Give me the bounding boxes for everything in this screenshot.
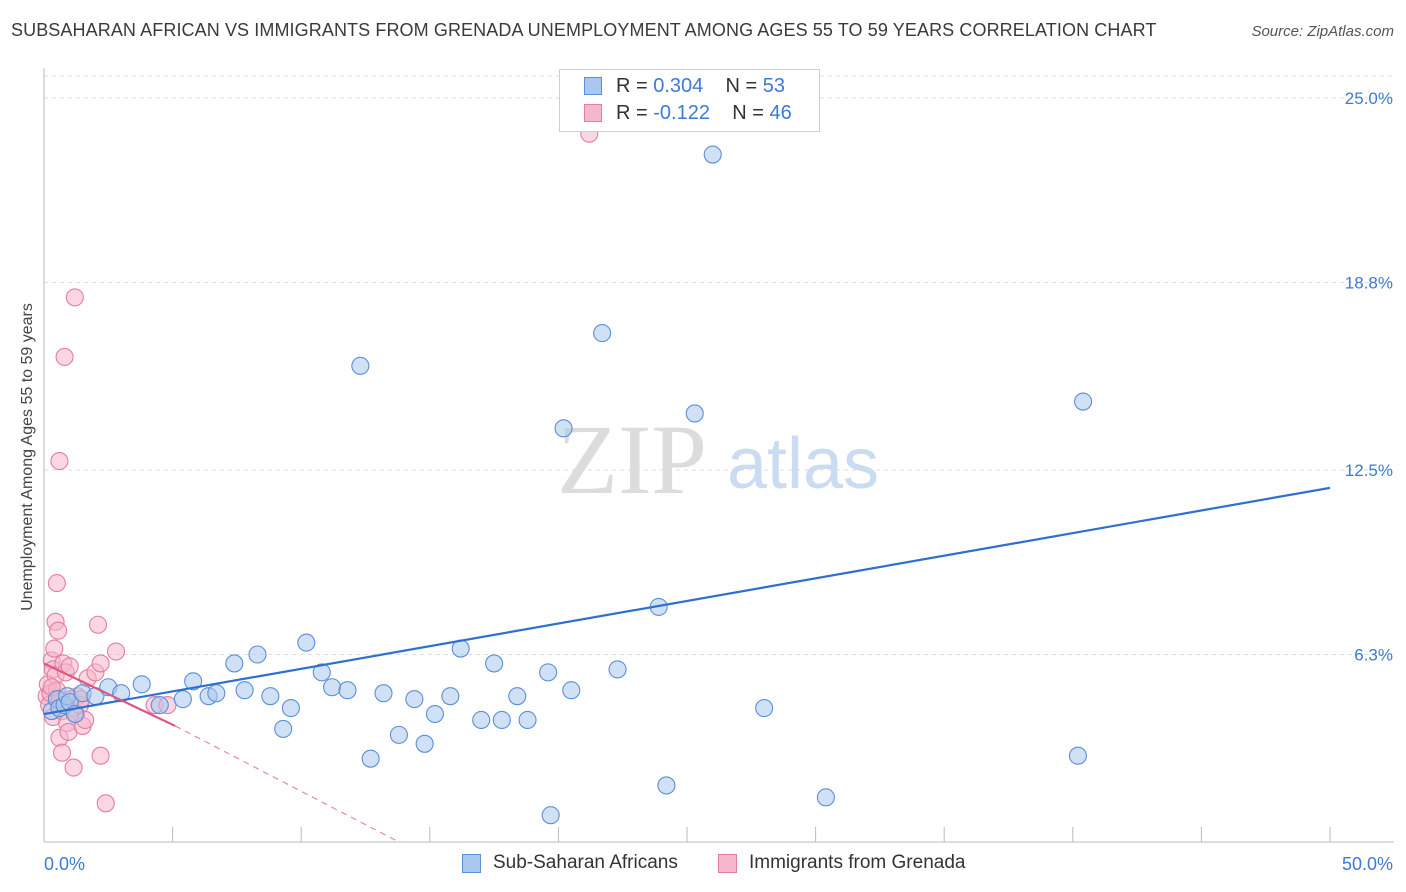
legend-n-value-pink: 46 [769,102,792,124]
trend-line-extension-pink [174,725,400,843]
point-immigrants-from-grenada [91,654,110,673]
point-immigrants-from-grenada [65,288,84,307]
point-sub-saharan-africans [248,645,267,664]
point-sub-saharan-africans [235,681,254,700]
point-immigrants-from-grenada [52,743,72,762]
point-sub-saharan-africans [1068,746,1087,765]
point-sub-saharan-africans [441,687,460,706]
legend-swatch-pink [584,104,602,122]
bottom-legend-swatch-pink [718,854,737,873]
legend-text-blue: R = 0.304 N = 53 [616,75,785,98]
point-sub-saharan-africans [415,734,434,753]
point-sub-saharan-africans [685,404,704,423]
bottom-legend-label-pink: Immigrants from Grenada [749,852,966,873]
legend-r-value-blue: 0.304 [653,75,704,97]
point-sub-saharan-africans [608,660,627,679]
point-sub-saharan-africans [173,690,192,709]
point-sub-saharan-africans [338,681,357,700]
point-immigrants-from-grenada [47,574,66,593]
point-sub-saharan-africans [518,710,537,730]
chart-source: Source: ZipAtlas.com [1251,23,1394,40]
point-sub-saharan-africans [485,654,504,673]
y-tick-label: 18.8% [1345,274,1393,293]
point-sub-saharan-africans [312,663,331,682]
legend-r-label: R = [616,75,648,97]
point-immigrants-from-grenada [91,746,110,765]
y-tick-label: 6.3% [1354,646,1393,665]
legend-r-value-pink: -0.122 [653,102,710,124]
y-tick-label: 25.0% [1345,89,1393,108]
point-sub-saharan-africans [207,684,226,703]
point-sub-saharan-africans [816,788,835,807]
watermark-atlas: atlas [727,424,879,504]
correlation-legend: R = 0.304 N = 53 R = -0.122 N = 46 [559,69,820,132]
y-tick-label: 12.5% [1345,461,1393,480]
point-sub-saharan-africans [281,699,300,718]
point-sub-saharan-africans [405,690,424,709]
point-sub-saharan-africans [703,145,722,164]
watermark-zip: ZIP [557,404,707,515]
point-sub-saharan-africans [541,806,560,825]
point-sub-saharan-africans [297,633,316,652]
point-sub-saharan-africans [351,356,370,375]
point-immigrants-from-grenada [55,347,74,366]
point-immigrants-from-grenada [106,642,126,661]
axes [43,68,1394,843]
trend-line-pink [43,662,176,727]
points-immigrants-from-grenada [37,124,599,813]
point-sub-saharan-africans [132,675,151,694]
legend-n-value-blue: 53 [762,75,786,97]
x-tick-label: 0.0% [44,854,85,874]
point-sub-saharan-africans [389,725,408,744]
bottom-legend-swatch-blue [462,854,481,873]
point-sub-saharan-africans [539,663,558,682]
legend-n-label: N = [725,75,758,97]
point-immigrants-from-grenada [45,639,64,658]
point-sub-saharan-africans [274,719,293,738]
point-sub-saharan-africans [472,710,491,730]
trend-line-blue [43,486,1331,716]
tick-labels: 6.3% 12.5% 18.8% 25.0% 0.0% 50.0% [44,89,1393,874]
point-sub-saharan-africans [593,324,612,343]
grid-lines [44,75,1394,656]
legend-r-label: R = [616,102,648,124]
x-tick-label: 50.0% [1342,854,1393,874]
point-sub-saharan-africans [323,678,342,697]
point-immigrants-from-grenada [64,758,83,777]
point-sub-saharan-africans [508,687,527,706]
point-immigrants-from-grenada [50,452,69,471]
point-sub-saharan-africans [261,687,280,706]
point-sub-saharan-africans [361,749,380,768]
point-sub-saharan-africans [1074,392,1093,411]
point-sub-saharan-africans [184,672,203,691]
point-immigrants-from-grenada [96,794,115,813]
point-sub-saharan-africans [425,704,444,724]
points-sub-saharan-africans [42,145,1093,825]
watermark: ZIP atlas [557,404,879,515]
point-sub-saharan-africans [562,681,581,700]
legend-text-pink: R = -0.122 N = 46 [616,102,792,125]
point-sub-saharan-africans [755,699,774,718]
point-sub-saharan-africans [150,696,169,715]
point-sub-saharan-africans [657,776,676,795]
point-immigrants-from-grenada [49,621,68,640]
legend-swatch-blue [584,77,602,95]
point-immigrants-from-grenada [88,615,108,634]
point-sub-saharan-africans [225,654,244,673]
trend-lines [43,486,1331,843]
chart-title: SUBSAHARAN AFRICAN VS IMMIGRANTS FROM GR… [11,20,1157,40]
point-sub-saharan-africans [374,684,393,703]
point-sub-saharan-africans [554,419,573,438]
bottom-legend-label-blue: Sub-Saharan Africans [493,852,678,873]
legend-n-label: N = [732,102,764,124]
point-sub-saharan-africans [492,710,511,730]
